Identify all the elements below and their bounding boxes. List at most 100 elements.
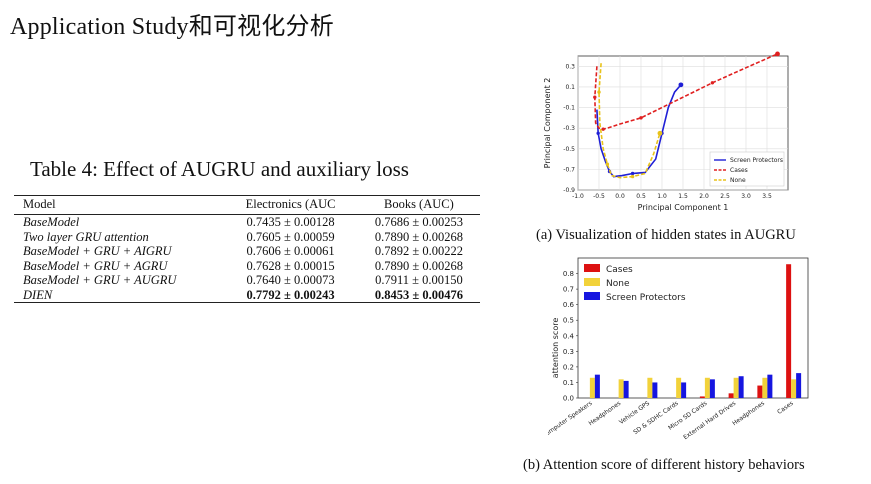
series-point [630,171,635,176]
series-point [639,116,643,120]
table-row: BaseModel + GRU + AGRU 0.7628 ± 0.00015 … [14,259,480,274]
legend-swatch [584,264,600,272]
figure-b-caption: (b) Attention score of different history… [523,457,805,473]
series-line [598,63,661,179]
series-point [593,95,597,99]
bar [762,377,768,398]
header-books: Books (AUC) [383,197,454,211]
legend-swatch [584,278,600,286]
y-tick-label: 0.0 [563,395,574,403]
y-tick-label: 0.3 [563,348,574,356]
attention-score-bar-chart: 0.0 0.1 0.2 0.3 0.4 0.5 0.6 0.7 0.8 attention sco… [548,257,809,441]
y-tick-label: -0.1 [563,105,575,112]
electronics-cell: 0.7628 ± 0.00015 [246,258,335,273]
bar [786,264,792,398]
y-tick-label: 0.1 [563,379,574,387]
y-tick-label: -0.7 [563,166,575,173]
electronics-cell: 0.7606 ± 0.00061 [246,244,335,258]
x-tick-label: 0.0 [615,193,625,200]
series-line [593,53,778,131]
books-cell: 0.7890 ± 0.00268 [374,258,463,273]
bar [623,380,629,398]
y-tick-label: 0.1 [565,84,575,91]
y-tick-label: -0.5 [563,146,575,153]
bar [704,377,710,398]
slide-title: Application Study和可视化分析 [10,14,334,40]
x-tick-label: External Hard Drives [682,400,737,441]
legend-label: None [606,279,630,289]
x-tick-label: Cases [776,400,795,416]
model-cell: Two layer GRU attention [23,229,149,244]
legend-swatch [584,292,600,300]
x-tick-label: Headphones [731,400,766,427]
plot-area [577,257,809,399]
bar [709,379,715,398]
y-tick-label: 0.3 [565,63,575,70]
bar [676,377,682,398]
bar [647,377,653,398]
bar [589,377,595,398]
y-axis-label: attention score [551,318,560,379]
bar [618,379,624,398]
results-table: Model Electronics (AUC Books (AUC) BaseM… [14,195,480,303]
books-cell: 0.8453 ± 0.00476 [374,287,463,302]
electronics-cell: 0.7640 ± 0.00073 [246,273,335,287]
x-tick-label: 2.5 [720,193,730,200]
legend-label: Screen Protectors [730,157,783,164]
table-row: BaseModel + GRU + AIGRU 0.7606 ± 0.00061… [14,244,480,259]
model-cell: DIEN [23,287,53,302]
y-axis-label: Principal Component 2 [543,78,552,169]
y-tick-label: -0.3 [563,125,575,132]
model-cell: BaseModel + GRU + AGRU [23,258,168,273]
model-cell: BaseModel [23,215,80,229]
figure-a-caption: (a) Visualization of hidden states in AU… [536,227,796,243]
bar [796,373,802,398]
legend-label: Cases [730,167,748,174]
y-tick-label: 0.2 [563,363,574,371]
bar [652,382,658,398]
x-tick-label: Computer Speakers [548,400,594,440]
x-axis-label: Principal Component 1 [638,203,729,212]
y-tick-label: 0.7 [563,286,574,294]
series-endpoint [775,51,780,57]
bar [699,396,705,398]
series-point [601,127,605,131]
table-row-best: DIEN 0.7792 ± 0.00243 0.8453 ± 0.00476 [14,288,480,303]
bar [767,374,773,398]
x-tick-label: 3.5 [762,193,772,200]
bar [594,374,600,398]
series-line [596,84,682,178]
x-tick-label: 1.5 [678,193,688,200]
model-cell: BaseModel + GRU + AUGRU [23,273,177,287]
electronics-cell: 0.7792 ± 0.00243 [246,287,335,302]
table-row: BaseModel + GRU + AUGRU 0.7640 ± 0.00073… [14,273,480,288]
books-cell: 0.7686 ± 0.00253 [374,215,463,229]
pca-hidden-state-chart: -1.0 -0.5 0.0 0.5 1.0 1.5 2.0 2.5 3.0 3.5 -0.9 -0.7… [543,51,789,212]
bar [728,393,734,398]
x-tick-label: 3.0 [741,193,751,200]
y-tick-label: 0.6 [563,301,575,309]
bar [681,382,687,398]
x-tick-label: 1.0 [657,193,667,200]
books-cell: 0.7911 ± 0.00150 [375,273,463,287]
x-tick-label: -1.0 [572,193,584,200]
series-point [630,174,635,179]
model-cell: BaseModel + GRU + AIGRU [23,244,172,258]
electronics-cell: 0.7435 ± 0.00128 [246,215,335,229]
electronics-cell: 0.7605 ± 0.00059 [246,229,335,244]
legend-label: Screen Protectors [606,293,686,303]
table-row: Two layer GRU attention 0.7605 ± 0.00059… [14,230,480,245]
table-caption: Table 4: Effect of AUGRU and auxiliary l… [30,157,409,181]
legend-label: None [730,177,746,184]
header-model: Model [23,197,56,211]
x-tick-label: 2.0 [699,193,709,200]
y-tick-label: 0.4 [563,332,575,340]
bar [791,379,797,398]
bar [757,385,763,398]
series-point [605,162,610,166]
series-point [710,81,715,85]
x-tick-label: -0.5 [593,193,605,200]
books-cell: 0.7892 ± 0.00222 [374,244,463,258]
series-endpoint [657,130,663,136]
series-endpoint [678,82,684,88]
